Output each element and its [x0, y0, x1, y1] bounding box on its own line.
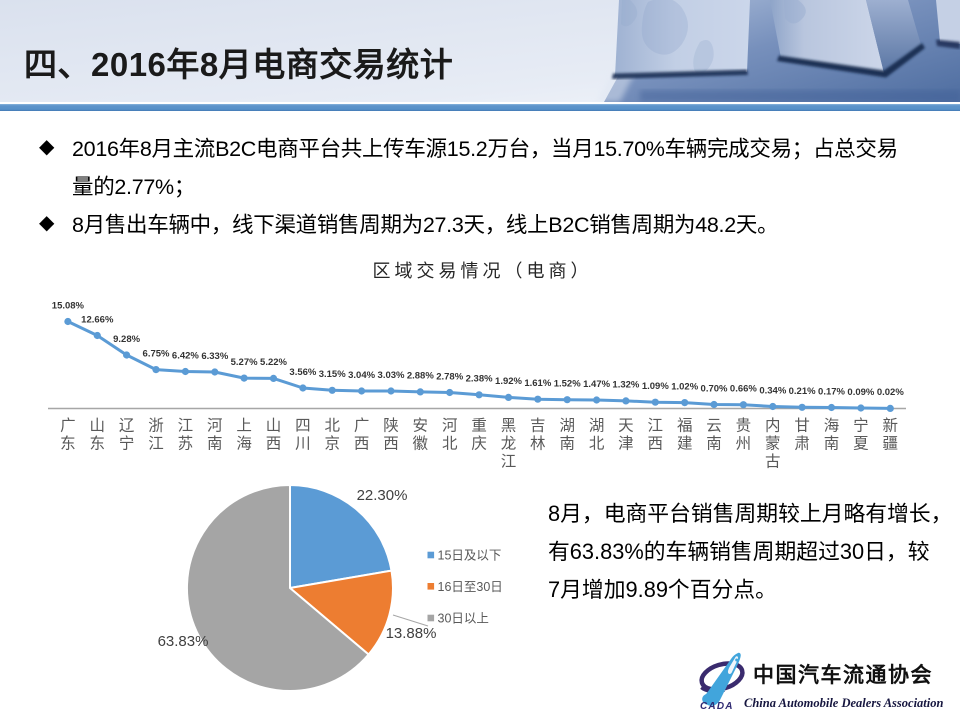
svg-text:1.09%: 1.09% — [642, 381, 669, 392]
svg-text:四: 四 — [295, 418, 311, 435]
svg-text:江: 江 — [178, 417, 194, 435]
svg-text:甘: 甘 — [794, 417, 810, 435]
svg-text:15.08%: 15.08% — [52, 300, 85, 311]
svg-text:1.47%: 1.47% — [583, 379, 610, 390]
svg-text:古: 古 — [765, 453, 781, 471]
svg-text:6.42%: 6.42% — [172, 350, 199, 361]
svg-text:京: 京 — [324, 435, 340, 453]
svg-text:川: 川 — [295, 436, 311, 453]
svg-text:12.66%: 12.66% — [81, 314, 114, 325]
svg-text:16日至30日: 16日至30日 — [438, 580, 503, 594]
svg-text:蒙: 蒙 — [765, 435, 781, 453]
svg-text:6.33%: 6.33% — [201, 351, 228, 362]
svg-text:林: 林 — [530, 435, 546, 453]
svg-text:东: 东 — [90, 435, 106, 453]
svg-text:云: 云 — [706, 418, 722, 435]
svg-text:山: 山 — [266, 417, 282, 435]
svg-text:0.09%: 0.09% — [847, 387, 874, 398]
svg-text:0.02%: 0.02% — [877, 387, 904, 398]
svg-text:30日以上: 30日以上 — [438, 612, 489, 626]
svg-text:南: 南 — [559, 435, 575, 453]
svg-text:北: 北 — [442, 435, 458, 453]
svg-text:北: 北 — [589, 435, 605, 453]
svg-text:州: 州 — [736, 436, 752, 453]
svg-text:上: 上 — [236, 417, 252, 435]
svg-text:15日及以下: 15日及以下 — [438, 549, 502, 563]
svg-text:陕: 陕 — [383, 417, 399, 435]
svg-text:5.27%: 5.27% — [231, 357, 258, 368]
svg-text:湖: 湖 — [559, 417, 575, 435]
svg-text:苏: 苏 — [178, 435, 194, 453]
svg-text:夏: 夏 — [853, 436, 869, 453]
svg-text:河: 河 — [207, 417, 223, 435]
svg-text:福: 福 — [677, 417, 693, 435]
svg-text:2.38%: 2.38% — [466, 374, 493, 385]
svg-text:黑: 黑 — [501, 418, 517, 435]
svg-text:1.61%: 1.61% — [524, 378, 551, 389]
svg-text:22.30%: 22.30% — [357, 487, 408, 504]
svg-text:庆: 庆 — [471, 435, 487, 453]
svg-text:海: 海 — [824, 417, 840, 435]
svg-text:吉: 吉 — [530, 417, 546, 435]
svg-text:龙: 龙 — [501, 435, 517, 453]
svg-text:北: 北 — [324, 417, 340, 435]
svg-text:肃: 肃 — [794, 435, 810, 453]
svg-text:江: 江 — [648, 417, 664, 435]
svg-text:0.70%: 0.70% — [701, 383, 728, 394]
svg-text:2.78%: 2.78% — [436, 371, 463, 382]
svg-text:重: 重 — [471, 417, 487, 435]
svg-text:西: 西 — [648, 436, 664, 453]
svg-text:西: 西 — [266, 436, 282, 453]
svg-text:0.34%: 0.34% — [759, 385, 786, 396]
svg-text:南: 南 — [824, 435, 840, 453]
svg-text:内: 内 — [765, 417, 781, 435]
svg-text:宁: 宁 — [853, 417, 869, 435]
svg-text:南: 南 — [706, 435, 722, 453]
svg-text:西: 西 — [354, 436, 370, 453]
svg-text:1.02%: 1.02% — [671, 381, 698, 392]
svg-text:0.66%: 0.66% — [730, 384, 757, 395]
svg-text:1.32%: 1.32% — [612, 380, 639, 391]
svg-text:5.22%: 5.22% — [260, 357, 287, 368]
svg-text:河: 河 — [442, 417, 458, 435]
svg-text:0.21%: 0.21% — [789, 386, 816, 397]
svg-text:贵: 贵 — [736, 417, 752, 435]
svg-text:江: 江 — [501, 453, 517, 471]
svg-text:徽: 徽 — [413, 435, 429, 453]
svg-text:南: 南 — [207, 435, 223, 453]
svg-text:西: 西 — [383, 436, 399, 453]
svg-text:江: 江 — [148, 435, 164, 453]
svg-text:海: 海 — [236, 435, 252, 453]
svg-text:东: 东 — [60, 435, 76, 453]
svg-text:湖: 湖 — [589, 417, 605, 435]
svg-text:9.28%: 9.28% — [113, 334, 140, 345]
svg-text:CADA: CADA — [700, 701, 734, 712]
svg-text:3.56%: 3.56% — [289, 367, 316, 378]
svg-text:安: 安 — [413, 417, 429, 435]
svg-text:1.52%: 1.52% — [554, 379, 581, 390]
svg-text:13.88%: 13.88% — [386, 625, 437, 642]
svg-text:天: 天 — [618, 418, 634, 435]
svg-text:63.83%: 63.83% — [158, 633, 209, 650]
svg-text:6.75%: 6.75% — [143, 348, 170, 359]
svg-text:广: 广 — [354, 417, 370, 435]
svg-text:宁: 宁 — [119, 435, 135, 453]
svg-text:3.04%: 3.04% — [348, 370, 375, 381]
svg-text:2.88%: 2.88% — [407, 371, 434, 382]
svg-text:新: 新 — [883, 417, 899, 435]
svg-text:3.15%: 3.15% — [319, 369, 346, 380]
svg-text:建: 建 — [677, 435, 693, 453]
svg-text:疆: 疆 — [883, 435, 899, 453]
svg-text:津: 津 — [618, 435, 634, 453]
svg-text:广: 广 — [60, 417, 76, 435]
svg-text:3.03%: 3.03% — [378, 370, 405, 381]
svg-text:0.17%: 0.17% — [818, 386, 845, 397]
svg-text:山: 山 — [90, 417, 106, 435]
svg-text:辽: 辽 — [119, 417, 135, 435]
svg-text:1.92%: 1.92% — [495, 376, 522, 387]
svg-text:浙: 浙 — [148, 417, 164, 435]
